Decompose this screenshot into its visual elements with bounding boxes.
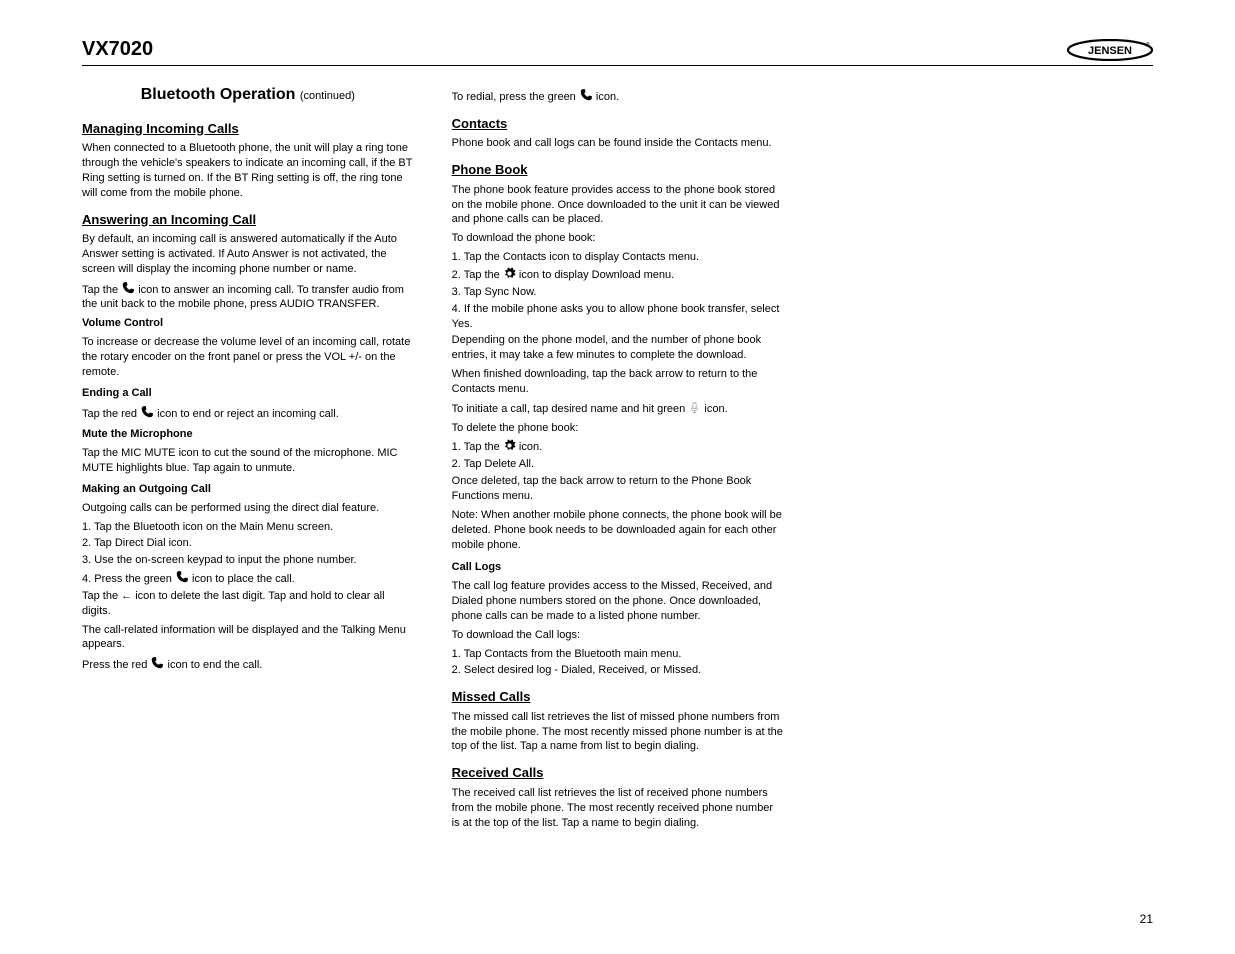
backspace-icon: ← (121, 590, 132, 602)
model-number: VX7020 (82, 38, 153, 61)
svg-text:JENSEN: JENSEN (1088, 45, 1132, 57)
del-s1a: 1. Tap the (452, 441, 503, 453)
pb-s2b: icon to display Download menu. (516, 269, 674, 281)
heading-mute: Mute the Microphone (82, 427, 414, 442)
heading-contacts: Contacts (452, 115, 784, 133)
mic-icon (688, 401, 701, 414)
pb-step2: 2. Tap the icon to display Download menu… (452, 267, 784, 283)
text-pb6: To delete the phone book: (452, 421, 784, 436)
text-pb7: Once deleted, tap the back arrow to retu… (452, 474, 784, 504)
phone-icon (175, 570, 189, 584)
dial4a: Press the red (82, 659, 150, 671)
text-manage: When connected to a Bluetooth phone, the… (82, 141, 414, 200)
log-step2: 2. Select desired log - Dialed, Received… (452, 663, 784, 678)
text-dial4: Press the red icon to end the call. (82, 656, 414, 673)
pb-s2a: 2. Tap the (452, 269, 503, 281)
heading-missed: Missed Calls (452, 688, 784, 706)
jensen-logo: JENSEN ® (1067, 39, 1153, 61)
gear-icon (503, 267, 516, 280)
phone-icon (150, 656, 164, 670)
text-dial: Outgoing calls can be performed using th… (82, 501, 414, 516)
column-3 (821, 84, 1153, 834)
heading-logs: Call Logs (452, 560, 784, 575)
pb5a: To initiate a call, tap desired name and… (452, 403, 689, 415)
redial-a: To redial, press the green (452, 91, 579, 103)
title-main: Bluetooth Operation (141, 86, 296, 103)
pb-step4: 4. If the mobile phone asks you to allow… (452, 302, 784, 332)
text-vol: To increase or decrease the volume level… (82, 335, 414, 380)
heading-recv: Received Calls (452, 764, 784, 782)
text-pb5: To initiate a call, tap desired name and… (452, 401, 784, 417)
dial-step1: 1. Tap the Bluetooth icon on the Main Me… (82, 520, 414, 535)
text-redial: To redial, press the green icon. (452, 88, 784, 105)
title-cont: (continued) (300, 90, 355, 102)
del-step1: 1. Tap the icon. (452, 439, 784, 455)
heading-pb: Phone Book (452, 161, 784, 179)
text-pb-note: Note: When another mobile phone connects… (452, 508, 784, 553)
pb-step1: 1. Tap the Contacts icon to display Cont… (452, 250, 784, 265)
column-2: To redial, press the green icon. Contact… (452, 84, 784, 834)
text-logs1: The call log feature provides access to … (452, 579, 784, 624)
text-dial2: Tap the ← icon to delete the last digit.… (82, 589, 414, 619)
text-recv: The received call list retrieves the lis… (452, 786, 784, 831)
section-title: Bluetooth Operation (continued) (82, 84, 414, 106)
heading-answer: Answering an Incoming Call (82, 211, 414, 229)
text-missed: The missed call list retrieves the list … (452, 710, 784, 755)
text-answer1: By default, an incoming call is answered… (82, 232, 414, 277)
dial-step2: 2. Tap Direct Dial icon. (82, 536, 414, 551)
s4b: icon to place the call. (189, 573, 295, 585)
pb-step3: 3. Tap Sync Now. (452, 285, 784, 300)
pb5b: icon. (701, 403, 727, 415)
text-answer2: Tap the icon to answer an incoming call.… (82, 281, 414, 313)
page-header: VX7020 JENSEN ® (82, 38, 1153, 66)
phone-icon (121, 281, 135, 295)
text-logs2: To download the Call logs: (452, 628, 784, 643)
heading-end: Ending a Call (82, 386, 414, 401)
text-contacts: Phone book and call logs can be found in… (452, 136, 784, 151)
heading-managing: Managing Incoming Calls (82, 120, 414, 138)
s4a: 4. Press the green (82, 573, 175, 585)
text-pb1: The phone book feature provides access t… (452, 183, 784, 228)
content-columns: Bluetooth Operation (continued) Managing… (82, 84, 1153, 834)
page-number: 21 (1140, 912, 1153, 926)
text-dial3: The call-related information will be dis… (82, 623, 414, 653)
phone-icon (579, 88, 593, 102)
text-pb3: Depending on the phone model, and the nu… (452, 333, 784, 363)
end-b: icon to end or reject an incoming call. (154, 408, 339, 420)
redial-b: icon. (596, 91, 619, 103)
text-mute: Tap the MIC MUTE icon to cut the sound o… (82, 446, 414, 476)
text-pb4: When finished downloading, tap the back … (452, 367, 784, 397)
gear-icon (503, 439, 516, 452)
phone-icon (140, 405, 154, 419)
end-a: Tap the red (82, 408, 140, 420)
text-end: Tap the red icon to end or reject an inc… (82, 405, 414, 422)
heading-dial: Making an Outgoing Call (82, 482, 414, 497)
svg-text:®: ® (1146, 41, 1150, 48)
dial-step3: 3. Use the on-screen keypad to input the… (82, 553, 414, 568)
del-step2: 2. Tap Delete All. (452, 457, 784, 472)
log-step1: 1. Tap Contacts from the Bluetooth main … (452, 647, 784, 662)
heading-vol: Volume Control (82, 316, 414, 331)
answer-2a: Tap the (82, 284, 121, 296)
text-pb2: To download the phone book: (452, 231, 784, 246)
dial-step4: 4. Press the green icon to place the cal… (82, 570, 414, 587)
dial2a: Tap the (82, 590, 118, 602)
column-1: Bluetooth Operation (continued) Managing… (82, 84, 414, 834)
dial4b: icon to end the call. (168, 659, 263, 671)
del-s1b: icon. (516, 441, 542, 453)
